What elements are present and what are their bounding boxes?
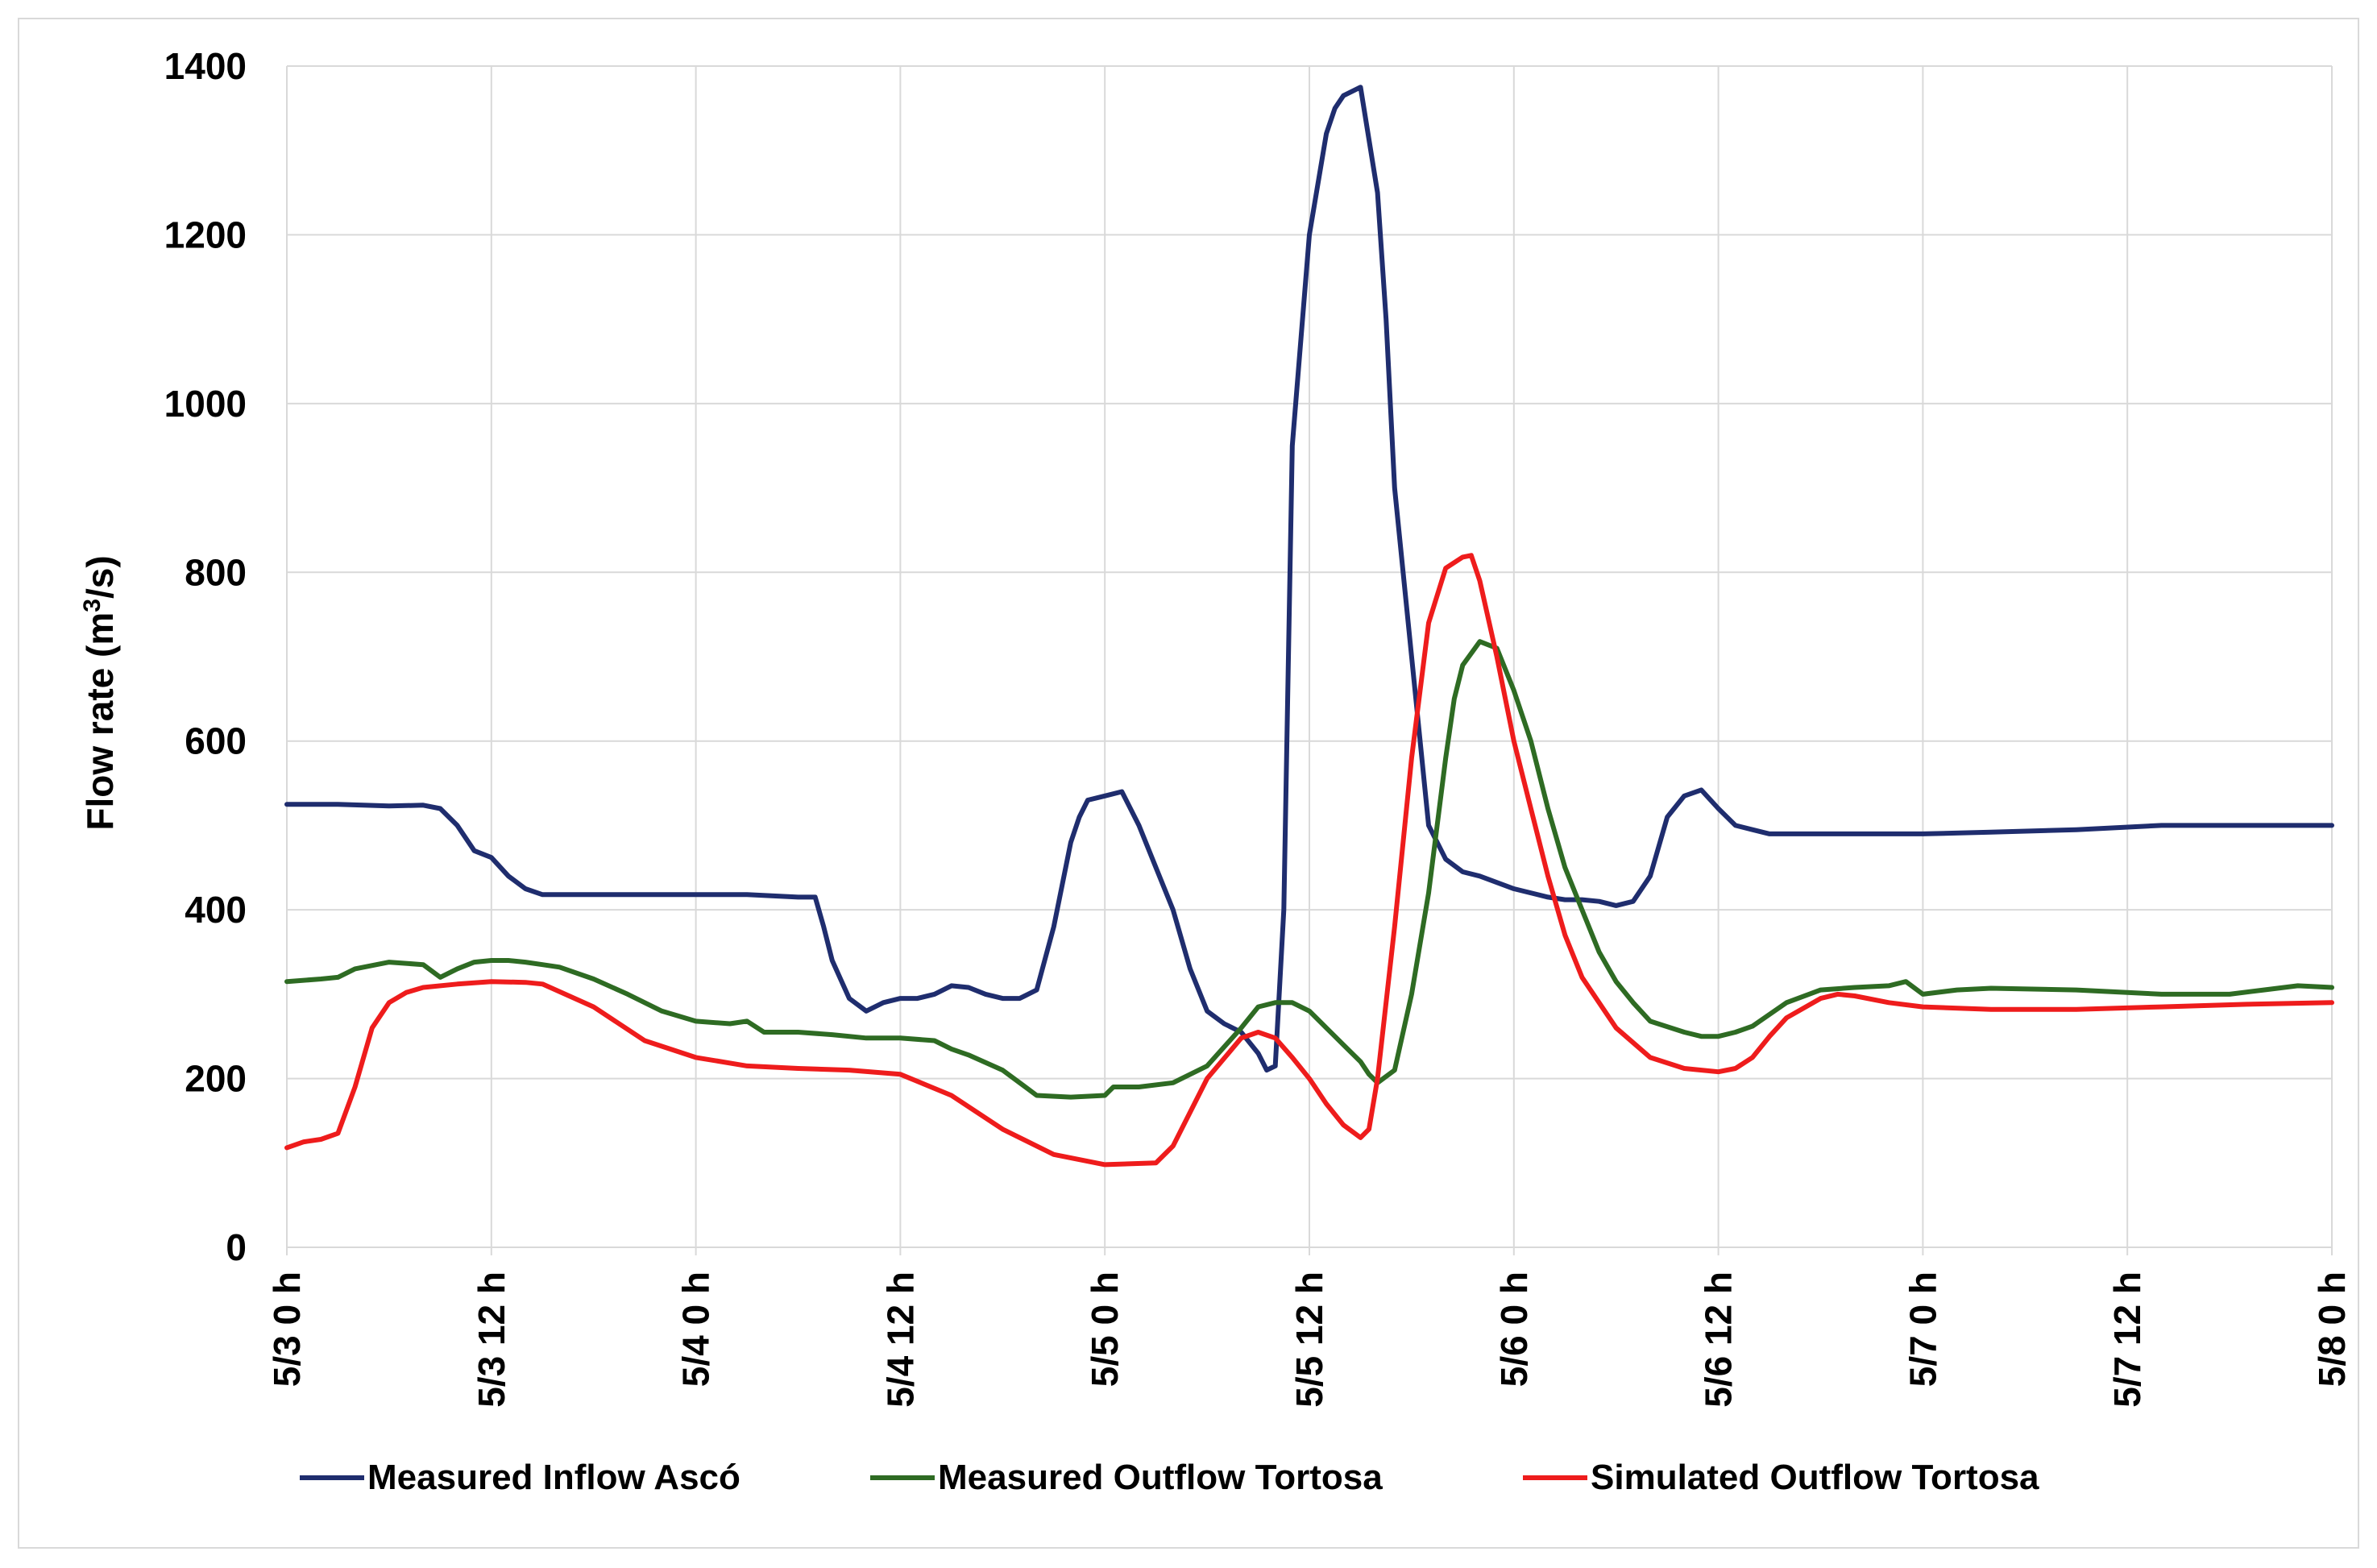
x-tick-label: 5/3 12 h bbox=[471, 1271, 512, 1408]
x-tick-labels: 5/3 0 h 5/3 12 h 5/4 0 h 5/4 12 h 5/5 0 h 5/5… bbox=[266, 1271, 2353, 1408]
y-axis-label: Flow rate (m3/s) bbox=[79, 555, 122, 830]
x-tick-label: 5/6 0 h bbox=[1493, 1271, 1535, 1387]
chart-frame bbox=[18, 18, 2359, 1549]
y-tick-label: 1000 bbox=[164, 383, 247, 425]
x-tick-label: 5/3 0 h bbox=[266, 1271, 308, 1387]
x-tick-label: 5/4 0 h bbox=[675, 1271, 717, 1387]
y-tick-label: 0 bbox=[226, 1226, 247, 1268]
x-tick-label: 5/6 12 h bbox=[1698, 1271, 1740, 1408]
legend: Measured Inflow Ascó Measured Outflow Tor… bbox=[300, 1458, 2039, 1497]
x-tick-label: 5/5 12 h bbox=[1288, 1271, 1330, 1408]
y-tick-label: 400 bbox=[185, 889, 247, 931]
legend-label-3: Simulated Outflow Tortosa bbox=[1591, 1458, 2039, 1497]
y-tick-label: 600 bbox=[185, 720, 247, 762]
gridlines bbox=[287, 65, 2333, 1247]
x-tick-label: 5/8 0 h bbox=[2311, 1271, 2353, 1387]
series-line-3 bbox=[284, 553, 2334, 1168]
x-tick-label: 5/7 12 h bbox=[2106, 1271, 2148, 1408]
axes bbox=[286, 66, 2333, 1255]
y-tick-labels: 0 200 400 600 800 1000 1200 1400 bbox=[164, 45, 247, 1268]
series-line-2 bbox=[284, 639, 2334, 1100]
y-tick-label: 1200 bbox=[164, 214, 247, 255]
y-tick-label: 800 bbox=[185, 551, 247, 593]
series-line-1 bbox=[284, 85, 2334, 1073]
legend-label-2: Measured Outflow Tortosa bbox=[938, 1458, 1383, 1497]
x-tick-label: 5/7 0 h bbox=[1902, 1271, 1943, 1387]
y-tick-label: 200 bbox=[185, 1058, 247, 1100]
y-tick-label: 1400 bbox=[164, 45, 247, 87]
x-tick-label: 5/5 0 h bbox=[1084, 1271, 1126, 1387]
x-tick-label: 5/4 12 h bbox=[879, 1271, 921, 1408]
legend-label-1: Measured Inflow Ascó bbox=[367, 1458, 740, 1497]
series-lines bbox=[284, 85, 2334, 1168]
